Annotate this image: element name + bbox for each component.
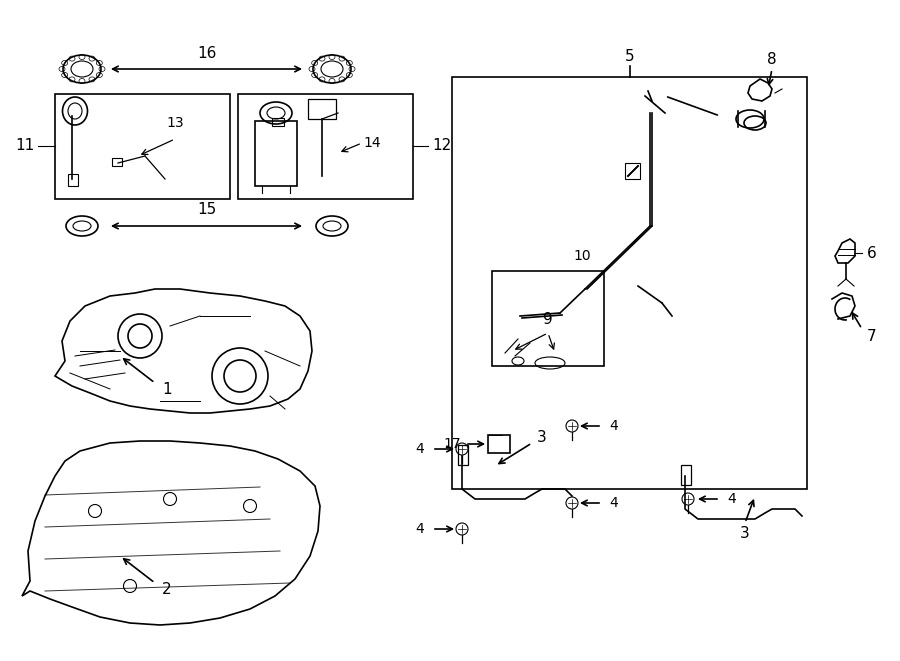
- Bar: [452, 77, 807, 489]
- Text: 11: 11: [15, 139, 34, 153]
- Bar: [625, 163, 640, 179]
- Bar: [488, 435, 510, 453]
- Text: 4: 4: [727, 492, 736, 506]
- Text: 10: 10: [573, 249, 590, 263]
- Text: 1: 1: [162, 381, 172, 397]
- Bar: [238, 94, 413, 199]
- Text: 5: 5: [626, 48, 634, 63]
- Bar: [112, 158, 122, 166]
- Bar: [681, 465, 691, 485]
- Text: 14: 14: [364, 136, 381, 150]
- Bar: [68, 174, 78, 186]
- Bar: [55, 94, 230, 199]
- Bar: [492, 271, 604, 366]
- Bar: [308, 99, 336, 119]
- Bar: [255, 121, 297, 186]
- Bar: [458, 445, 468, 465]
- Text: 17: 17: [443, 437, 461, 451]
- Text: 4: 4: [416, 522, 425, 536]
- Text: 4: 4: [609, 419, 618, 433]
- Text: 9: 9: [543, 311, 553, 327]
- Text: 7: 7: [868, 329, 877, 344]
- Text: 4: 4: [416, 442, 425, 456]
- Text: 2: 2: [162, 582, 172, 596]
- Text: 3: 3: [740, 525, 750, 541]
- Text: 13: 13: [166, 116, 184, 130]
- Text: 4: 4: [609, 496, 618, 510]
- Text: 6: 6: [867, 245, 877, 260]
- Text: 12: 12: [432, 139, 452, 153]
- Text: 3: 3: [537, 430, 547, 444]
- Bar: [272, 118, 284, 126]
- Text: 16: 16: [197, 46, 217, 61]
- Text: 8: 8: [767, 52, 777, 67]
- Text: 15: 15: [197, 202, 217, 217]
